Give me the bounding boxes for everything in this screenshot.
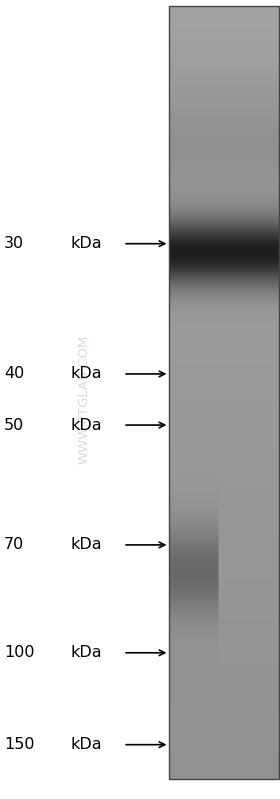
Text: kDa: kDa [70,418,102,432]
Text: 100: 100 [4,646,35,660]
Text: kDa: kDa [70,367,102,381]
Text: kDa: kDa [70,737,102,752]
Text: 40: 40 [4,367,24,381]
Text: 70: 70 [4,538,24,552]
Text: kDa: kDa [70,237,102,251]
Text: WWW.PTGLAB.COM: WWW.PTGLAB.COM [78,335,90,464]
Bar [169,6,279,779]
Text: kDa: kDa [70,538,102,552]
Text: 30: 30 [4,237,24,251]
Text: 150: 150 [4,737,35,752]
Text: kDa: kDa [70,646,102,660]
Text: 50: 50 [4,418,24,432]
